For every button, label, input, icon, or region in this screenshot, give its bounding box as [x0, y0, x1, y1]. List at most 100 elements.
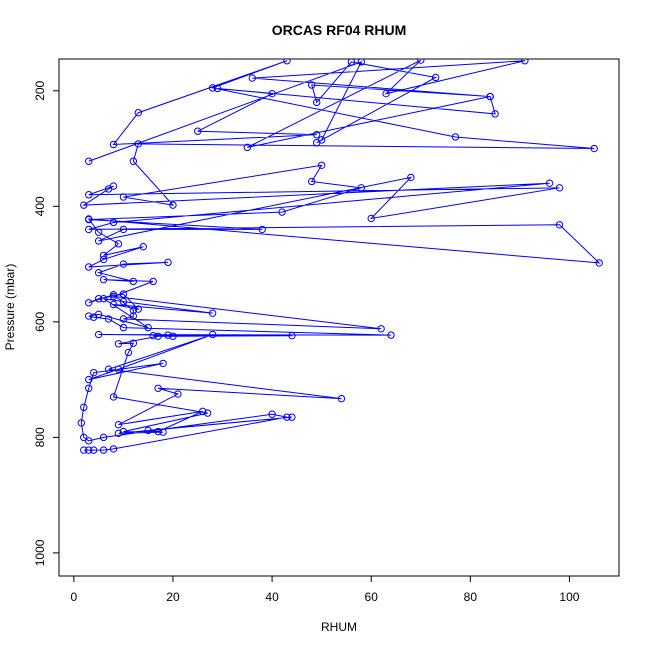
data-point — [139, 243, 147, 251]
y-axis: 200 400 600 800 1000 — [33, 80, 60, 566]
data-point — [169, 201, 177, 209]
data-point — [134, 140, 142, 148]
x-tick-label: 0 — [71, 590, 78, 604]
data-point — [104, 315, 113, 323]
data-point — [129, 312, 138, 320]
data-point — [104, 365, 113, 373]
data-point — [134, 305, 142, 313]
data-point — [89, 368, 98, 377]
data-point — [208, 84, 217, 92]
data-point — [77, 419, 86, 427]
data-point — [85, 312, 93, 320]
data-point — [99, 255, 108, 264]
y-tick-label: 1000 — [33, 539, 47, 566]
data-point — [80, 433, 88, 442]
data-point — [109, 140, 118, 149]
data-point — [164, 331, 172, 339]
data-point — [85, 375, 93, 384]
y-tick-label: 200 — [33, 80, 47, 100]
data-point — [149, 331, 157, 340]
data-point — [94, 269, 103, 277]
data-point — [243, 143, 252, 152]
data-point — [283, 59, 291, 65]
data-point — [159, 428, 167, 436]
data-point — [94, 310, 103, 319]
data-point — [164, 258, 172, 267]
data-point — [119, 427, 128, 436]
data-point — [317, 161, 326, 169]
data-point — [99, 295, 108, 303]
data-point — [208, 309, 217, 317]
data-point — [417, 59, 425, 64]
data-point — [129, 277, 138, 286]
data-point — [387, 331, 395, 339]
plot-area — [77, 59, 603, 454]
data-point — [129, 306, 138, 314]
data-point — [119, 260, 128, 268]
data-point — [119, 290, 128, 298]
data-point — [119, 323, 128, 332]
data-point — [99, 433, 108, 442]
data-point — [109, 300, 118, 309]
data-point — [109, 292, 118, 301]
data-point — [80, 446, 88, 454]
data-point — [85, 263, 93, 271]
data-point — [94, 237, 103, 245]
y-tick-label: 800 — [33, 427, 47, 447]
data-point — [129, 339, 138, 347]
data-point — [124, 348, 133, 357]
data-point — [85, 437, 93, 445]
data-point — [367, 214, 375, 223]
data-point — [283, 413, 291, 421]
data-point — [174, 390, 182, 398]
data-point — [109, 218, 118, 227]
data-point — [317, 136, 326, 144]
data-point — [169, 332, 177, 340]
data-point — [114, 429, 123, 438]
data-point — [109, 393, 118, 401]
plot-frame — [58, 58, 620, 577]
data-point — [85, 446, 93, 454]
y-tick-label: 600 — [33, 312, 47, 332]
data-point — [590, 144, 598, 153]
data-point — [89, 446, 98, 454]
data-point — [149, 277, 157, 286]
data-point — [114, 240, 123, 248]
y-axis-title: Pressure (mbar) — [3, 264, 17, 351]
x-tick-label: 100 — [559, 590, 579, 604]
data-point — [213, 84, 222, 93]
data-point — [129, 157, 138, 165]
data-point — [119, 315, 128, 323]
x-tick-label: 40 — [265, 590, 279, 604]
data-point — [208, 330, 217, 339]
data-point — [99, 251, 108, 260]
data-point — [431, 73, 440, 82]
data-point — [347, 59, 356, 66]
data-point — [203, 409, 212, 417]
data-point — [144, 426, 152, 435]
data-point — [119, 225, 128, 234]
data-point — [451, 133, 460, 141]
data-point — [308, 177, 316, 186]
data-point — [99, 446, 108, 454]
data-point — [268, 410, 276, 418]
data-point — [154, 332, 162, 340]
data-point — [144, 323, 152, 332]
data-point — [278, 208, 286, 216]
data-point — [555, 184, 564, 192]
data-point — [80, 403, 88, 412]
data-point — [521, 59, 529, 65]
data-point — [377, 325, 385, 333]
data-point — [154, 427, 162, 436]
data-point — [159, 359, 167, 368]
data-point — [312, 98, 321, 107]
data-point — [312, 130, 321, 139]
data-point — [545, 179, 554, 187]
chart-title: ORCAS RF04 RHUM — [272, 22, 407, 38]
data-point — [94, 295, 103, 303]
data-point — [80, 201, 88, 209]
data-point — [85, 215, 93, 224]
data-point — [357, 184, 366, 192]
data-point — [134, 109, 142, 117]
